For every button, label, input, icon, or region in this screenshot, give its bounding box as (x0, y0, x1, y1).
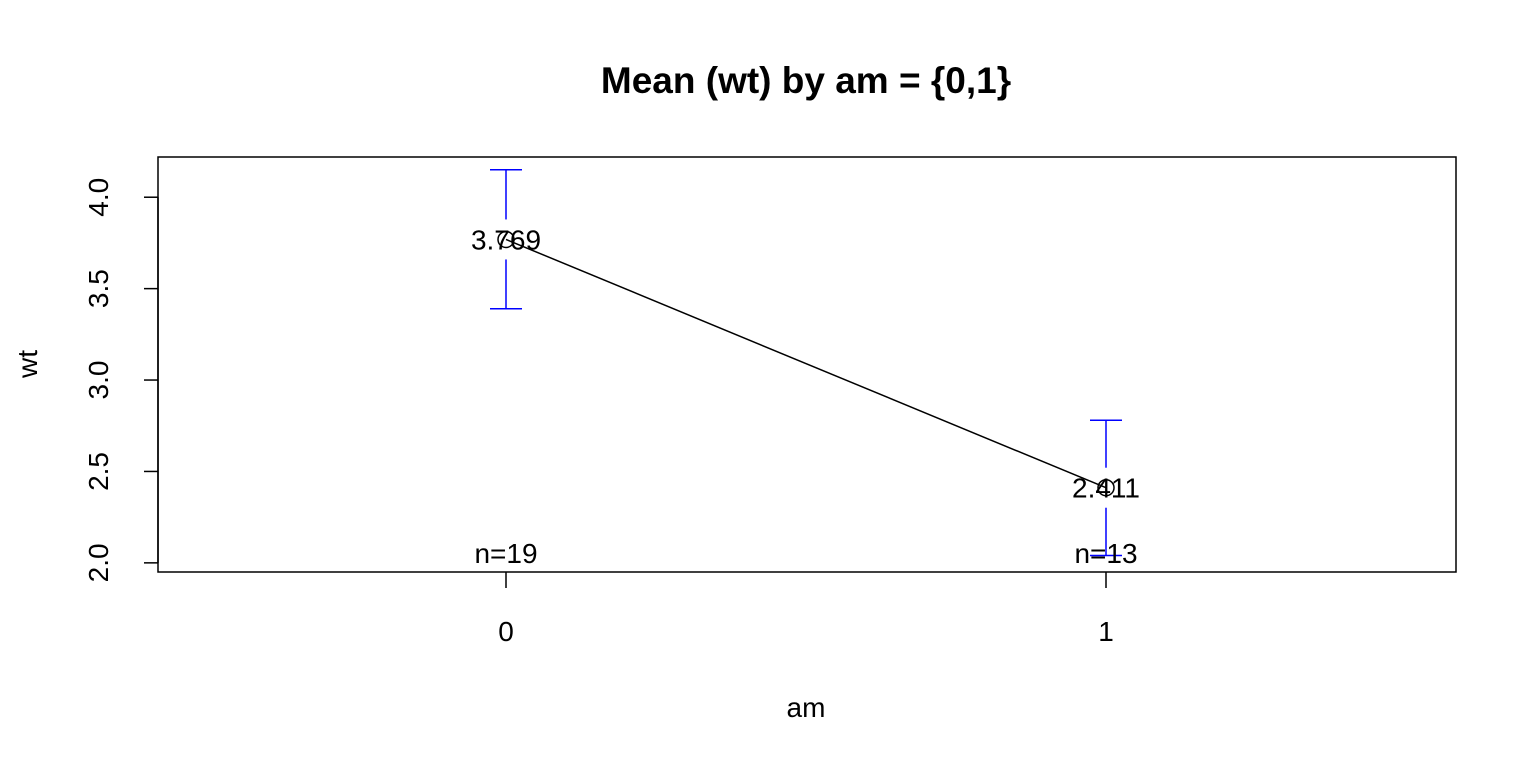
mean-value-label: 2.411 (1072, 473, 1140, 504)
mean-line (505, 238, 1107, 489)
mean-point (497, 230, 515, 249)
chart-title: Mean (wt) by am = {0,1} (601, 60, 1011, 101)
y-tick-label: 3.0 (83, 361, 114, 400)
sample-size-label: n=19 (474, 538, 537, 569)
y-tick-label: 4.0 (83, 178, 114, 217)
mean-value-label: 3.769 (471, 224, 541, 255)
x-axis-label: am (787, 692, 826, 723)
sample-size-label: n=13 (1074, 538, 1137, 569)
y-tick-label: 2.5 (83, 452, 114, 491)
plot-marks: 3.769 2.411 n=19 n=13 (471, 169, 1140, 569)
y-tick-label: 2.0 (83, 543, 114, 582)
y-tick-label: 3.5 (83, 269, 114, 308)
x-tick-label: 1 (1098, 616, 1114, 647)
x-tick-label: 0 (498, 616, 514, 647)
y-axis: 2.0 2.5 3.0 3.5 4.0 (83, 178, 159, 582)
mean-point (1097, 478, 1115, 497)
y-axis-label: wt (12, 350, 43, 379)
